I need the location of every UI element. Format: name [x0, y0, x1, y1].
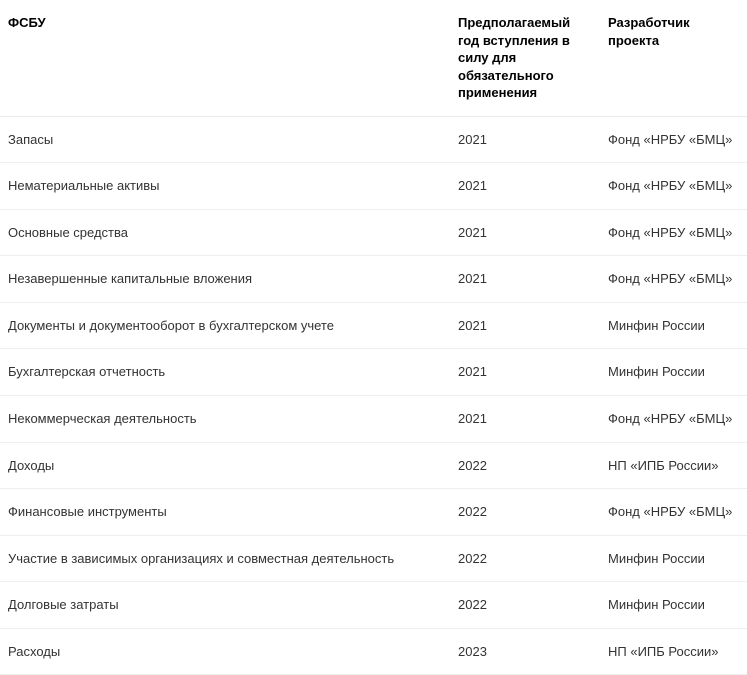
col-header-dev: Разработчик проекта — [600, 0, 747, 116]
table-row: Расходы 2023 НП «ИПБ России» — [0, 628, 747, 675]
cell-year: 2021 — [450, 396, 600, 443]
cell-dev: Фонд «НРБУ «БМЦ» — [600, 396, 747, 443]
table-row: Доходы 2022 НП «ИПБ России» — [0, 442, 747, 489]
cell-dev: Минфин России — [600, 349, 747, 396]
cell-year: 2021 — [450, 163, 600, 210]
table-row: Документы и документооборот в бухгалтерс… — [0, 302, 747, 349]
cell-name: Бухгалтерская отчетность — [0, 349, 450, 396]
cell-name: Некоммерческая деятельность — [0, 396, 450, 443]
cell-name: Документы и документооборот в бухгалтерс… — [0, 302, 450, 349]
cell-dev: Фонд «НРБУ «БМЦ» — [600, 163, 747, 210]
cell-name: Доходы — [0, 442, 450, 489]
cell-name: Расходы — [0, 628, 450, 675]
table-row: Незавершенные капитальные вложения 2021 … — [0, 256, 747, 303]
cell-year: 2021 — [450, 349, 600, 396]
col-header-year: Предполагаемый год вступления в силу для… — [450, 0, 600, 116]
table-row: Финансовые инструменты 2022 Фонд «НРБУ «… — [0, 489, 747, 536]
table-row: Участие в зависимых организациях и совме… — [0, 535, 747, 582]
cell-year: 2022 — [450, 442, 600, 489]
fsbu-table: ФСБУ Предполагаемый год вступления в сил… — [0, 0, 747, 675]
cell-dev: НП «ИПБ России» — [600, 628, 747, 675]
table-body: Запасы 2021 Фонд «НРБУ «БМЦ» Нематериаль… — [0, 116, 747, 675]
cell-year: 2021 — [450, 209, 600, 256]
table-row: Некоммерческая деятельность 2021 Фонд «Н… — [0, 396, 747, 443]
cell-dev: Фонд «НРБУ «БМЦ» — [600, 116, 747, 163]
cell-year: 2022 — [450, 535, 600, 582]
table-row: Бухгалтерская отчетность 2021 Минфин Рос… — [0, 349, 747, 396]
col-header-name: ФСБУ — [0, 0, 450, 116]
table-row: Долговые затраты 2022 Минфин России — [0, 582, 747, 629]
cell-dev: Минфин России — [600, 535, 747, 582]
table-row: Запасы 2021 Фонд «НРБУ «БМЦ» — [0, 116, 747, 163]
cell-year: 2021 — [450, 302, 600, 349]
cell-name: Долговые затраты — [0, 582, 450, 629]
cell-dev: Фонд «НРБУ «БМЦ» — [600, 489, 747, 536]
cell-dev: Фонд «НРБУ «БМЦ» — [600, 256, 747, 303]
table-row: Нематериальные активы 2021 Фонд «НРБУ «Б… — [0, 163, 747, 210]
cell-name: Незавершенные капитальные вложения — [0, 256, 450, 303]
cell-dev: Минфин России — [600, 582, 747, 629]
cell-year: 2021 — [450, 116, 600, 163]
cell-year: 2021 — [450, 256, 600, 303]
cell-name: Участие в зависимых организациях и совме… — [0, 535, 450, 582]
cell-dev: НП «ИПБ России» — [600, 442, 747, 489]
cell-year: 2022 — [450, 489, 600, 536]
cell-name: Основные средства — [0, 209, 450, 256]
cell-year: 2022 — [450, 582, 600, 629]
table-head: ФСБУ Предполагаемый год вступления в сил… — [0, 0, 747, 116]
cell-year: 2023 — [450, 628, 600, 675]
table-row: Основные средства 2021 Фонд «НРБУ «БМЦ» — [0, 209, 747, 256]
cell-dev: Минфин России — [600, 302, 747, 349]
table-header-row: ФСБУ Предполагаемый год вступления в сил… — [0, 0, 747, 116]
cell-name: Финансовые инструменты — [0, 489, 450, 536]
cell-name: Запасы — [0, 116, 450, 163]
cell-dev: Фонд «НРБУ «БМЦ» — [600, 209, 747, 256]
cell-name: Нематериальные активы — [0, 163, 450, 210]
